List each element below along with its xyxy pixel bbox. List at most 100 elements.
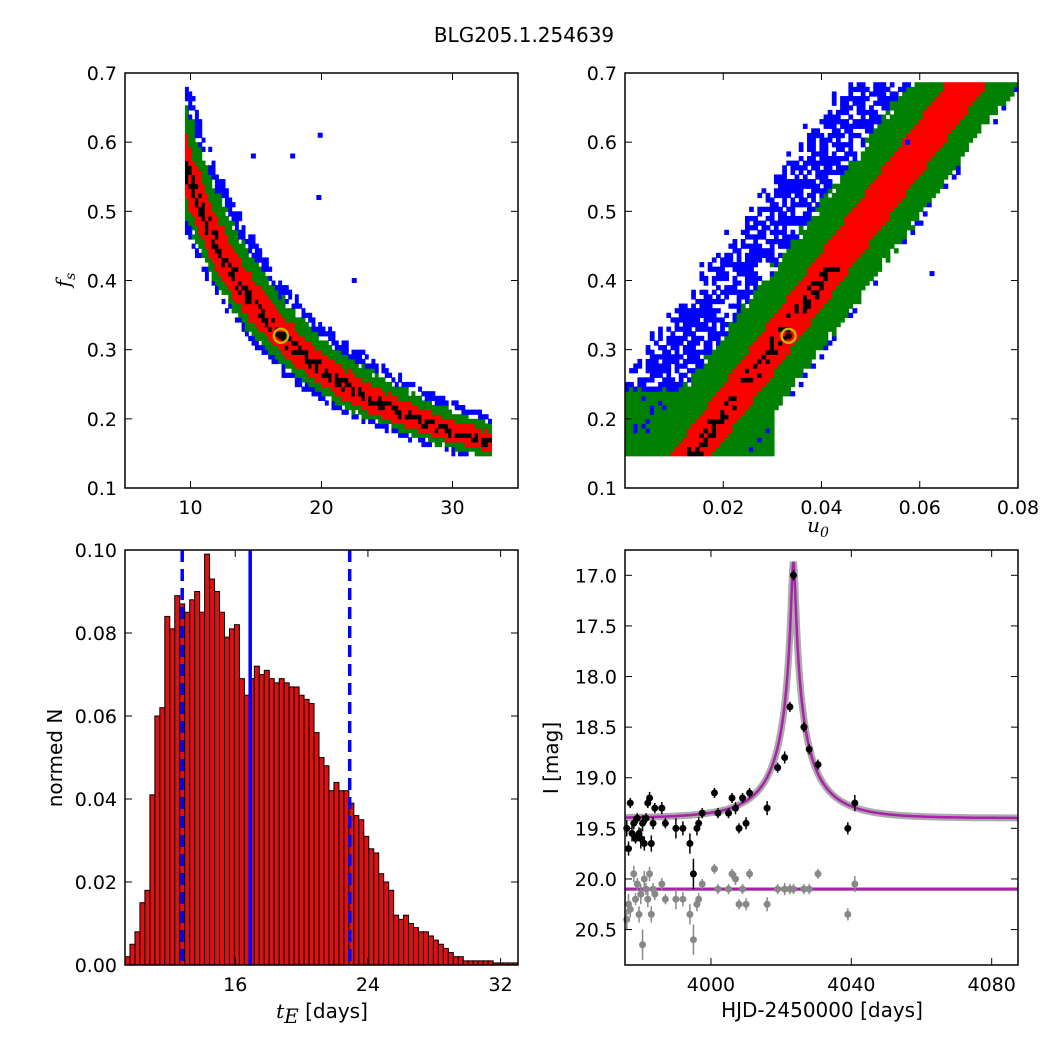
sigma1-cell — [211, 252, 216, 259]
sigma2-cell — [893, 128, 899, 134]
sigma2-cell — [658, 451, 663, 457]
sigma3-cell — [703, 298, 709, 305]
sigma1-cell — [790, 298, 796, 305]
sigma2-cell — [736, 354, 742, 360]
sigma3-cell — [641, 377, 647, 383]
sigma2-cell — [881, 225, 887, 231]
sigma2-cell — [224, 229, 229, 235]
sigma1-cell — [728, 414, 734, 420]
sigma3-cell — [231, 211, 236, 217]
sigma2-cell — [695, 372, 701, 378]
sigma2-cell — [807, 234, 812, 240]
sigma2-cell — [261, 280, 266, 286]
sigma3-cell — [682, 331, 688, 337]
sigma2-cell — [893, 248, 899, 254]
sigma3-cell — [703, 275, 709, 282]
sigma1-cell — [860, 243, 866, 249]
sigma2-cell — [394, 423, 399, 429]
sigma2-cell — [848, 160, 854, 166]
sigma1-cell — [819, 298, 825, 305]
sigma3-cell — [864, 109, 870, 116]
sigma2-cell — [906, 215, 912, 222]
sigma2-cell — [351, 363, 356, 369]
sigma2-cell — [294, 317, 299, 323]
sigma2-cell — [211, 206, 216, 212]
sigma1-cell — [234, 271, 239, 277]
sigma2-cell — [757, 409, 763, 415]
sigma3-cell — [674, 381, 680, 388]
sigma2-cell — [736, 317, 742, 323]
sigma1-cell — [778, 322, 783, 328]
sigma2-cell — [831, 326, 837, 332]
sigma1-cell — [408, 418, 413, 425]
sigma3-cell — [815, 160, 821, 166]
sigma3-cell — [707, 335, 713, 342]
sigma2-cell — [318, 345, 323, 351]
sigma1-cell — [378, 409, 383, 415]
sigma1-cell — [371, 386, 376, 392]
best-cell — [782, 335, 787, 342]
sigma1-cell — [428, 414, 433, 420]
sigma2-cell — [993, 100, 998, 106]
x-tick-label: 20 — [309, 497, 333, 519]
sigma2-cell — [997, 91, 1003, 97]
sigma1-cell — [914, 132, 920, 139]
sigma1-cell — [214, 262, 219, 268]
best-cell — [298, 345, 303, 351]
sigma2-cell — [889, 229, 895, 235]
sigma2-cell — [338, 354, 343, 360]
sigma3-cell — [633, 423, 639, 429]
sigma2-cell — [744, 340, 750, 346]
residual-point — [742, 900, 750, 908]
sigma2-cell — [790, 354, 796, 360]
sigma2-cell — [881, 128, 887, 134]
sigma2-cell — [773, 294, 779, 300]
sigma2-cell — [291, 363, 296, 369]
sigma1-cell — [935, 132, 940, 139]
sigma3-cell — [873, 114, 878, 120]
sigma2-cell — [844, 280, 849, 286]
sigma3-cell — [281, 285, 286, 291]
sigma3-cell — [740, 262, 746, 268]
sigma1-cell — [852, 225, 858, 231]
sigma3-cell — [641, 386, 647, 392]
sigma1-cell — [224, 252, 229, 259]
sigma1-cell — [484, 428, 489, 434]
sigma1-cell — [802, 326, 808, 332]
best-cell — [811, 280, 816, 286]
sigma1-cell — [976, 86, 982, 93]
histogram-bar — [393, 914, 400, 966]
sigma3-cell — [744, 289, 750, 295]
sigma3-cell — [790, 197, 796, 203]
y-tick-label: 0.2 — [587, 409, 617, 431]
sigma3-cell — [794, 160, 800, 166]
sigma2-cell — [893, 114, 899, 120]
sigma1-cell — [682, 437, 688, 443]
sigma3-cell — [773, 234, 779, 240]
sigma2-cell — [790, 257, 796, 263]
sigma2-cell — [637, 414, 643, 420]
sigma2-cell — [401, 386, 406, 392]
sigma3-cell — [823, 160, 829, 166]
sigma3-cell — [707, 298, 713, 305]
sigma3-cell — [753, 285, 758, 291]
sigma3-cell — [418, 437, 423, 443]
sigma2-cell — [198, 151, 203, 157]
sigma3-cell — [720, 298, 725, 305]
sigma2-cell — [194, 229, 199, 235]
best-cell — [291, 349, 296, 355]
sigma1-cell — [291, 335, 296, 342]
sigma3-cell — [881, 86, 887, 93]
sigma1-cell — [869, 192, 874, 199]
sigma2-cell — [354, 372, 359, 378]
sigma1-cell — [724, 386, 730, 392]
sigma2-cell — [221, 211, 226, 217]
sigma2-cell — [384, 418, 389, 425]
sigma1-cell — [864, 202, 870, 208]
histogram-bar — [363, 835, 370, 966]
sigma3-cell — [401, 432, 406, 438]
sigma2-cell — [211, 275, 216, 282]
sigma3-cell — [662, 381, 667, 388]
sigma3-cell — [670, 358, 676, 365]
sigma1-cell — [414, 423, 419, 429]
